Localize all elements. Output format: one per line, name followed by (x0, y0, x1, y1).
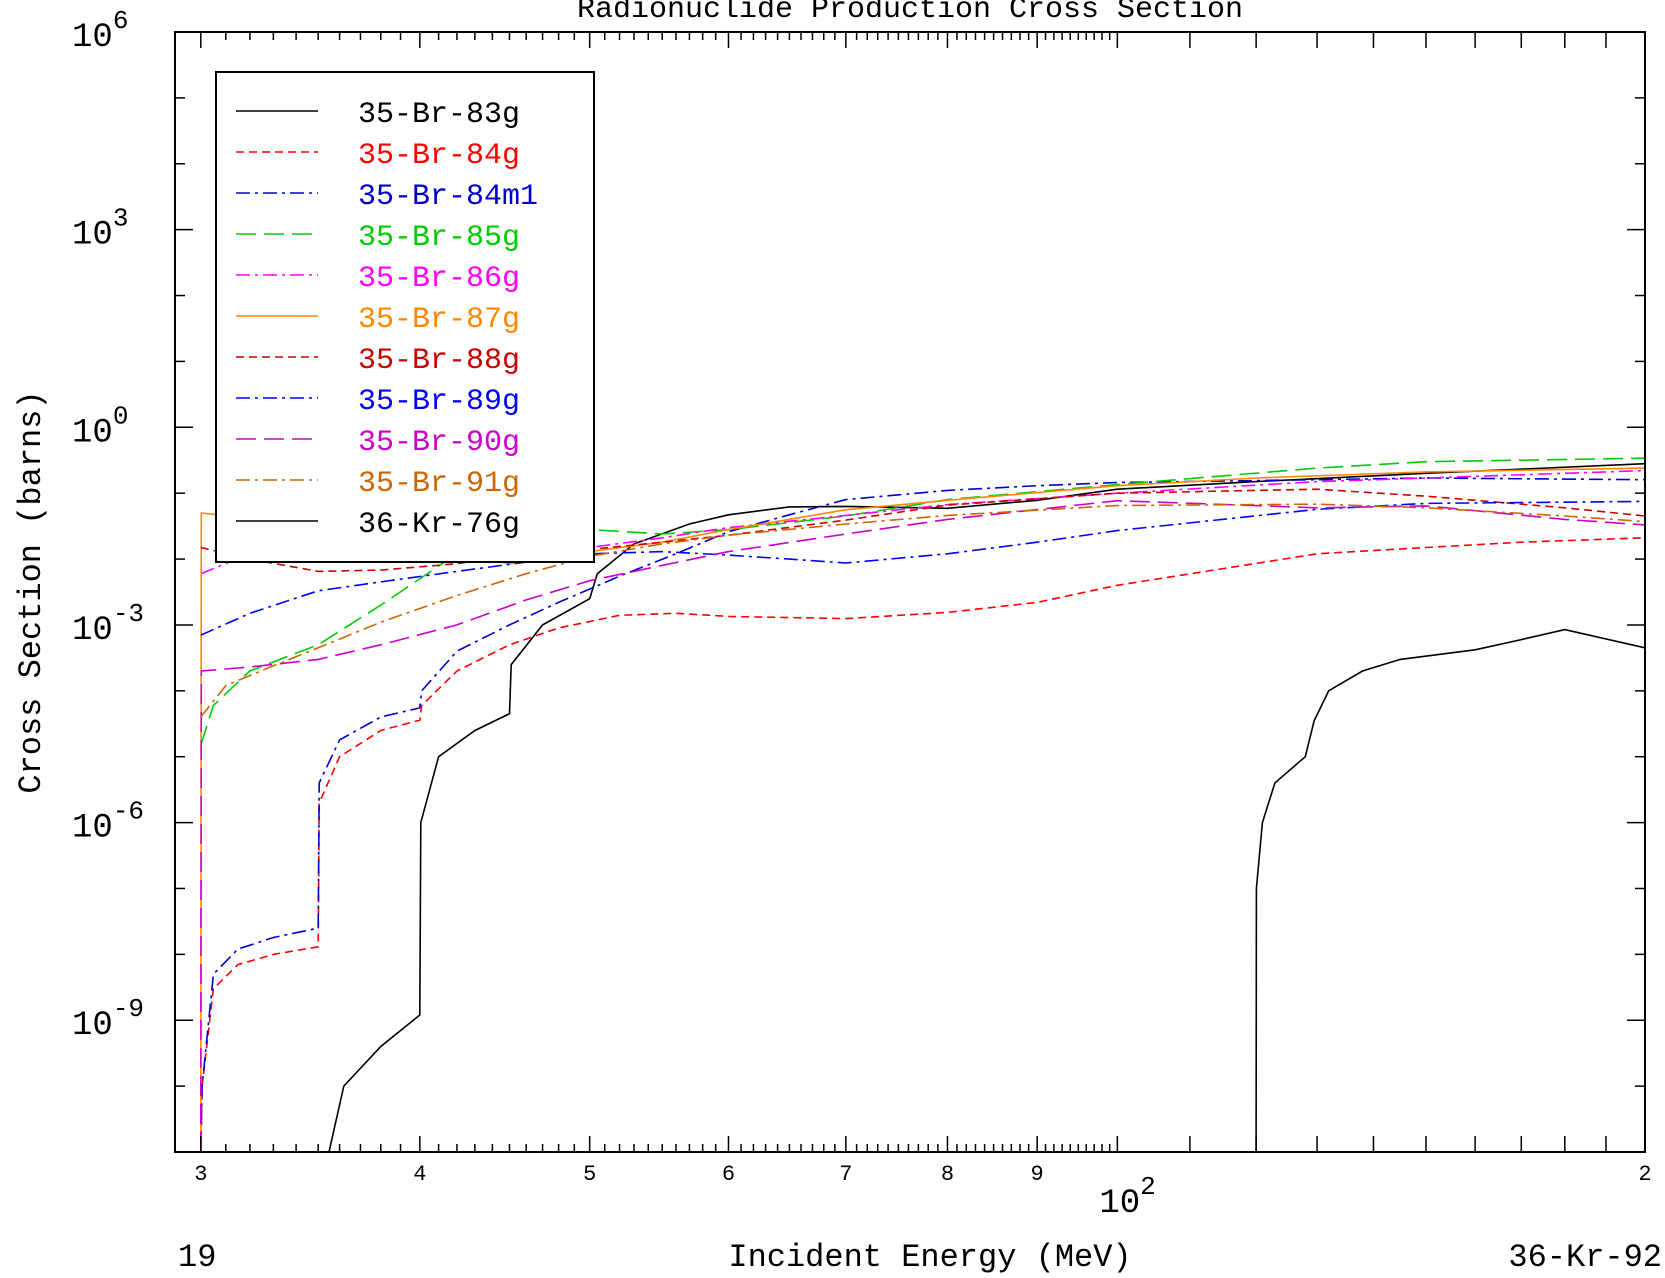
series-line-35-Br-88g (200, 488, 1645, 573)
series-line-35-Br-90g (200, 499, 1645, 1152)
x-axis-label: Incident Energy (MeV) (728, 1239, 1131, 1276)
x-tick-label: 9 (1031, 1162, 1044, 1187)
chart-title: Radionuclide Production Cross Section (577, 0, 1243, 27)
legend-label: 35-Br-86g (358, 262, 520, 296)
y-axis-label: Cross Section (barns) (13, 390, 50, 793)
y-tick-label: 100 (72, 401, 128, 452)
footer-left-text: 19 (178, 1239, 216, 1276)
y-tick-label: 10-3 (72, 599, 144, 650)
legend-label: 36-Kr-76g (358, 508, 520, 542)
legend-label: 35-Br-84g (358, 139, 520, 173)
x-tick-label: 6 (722, 1162, 735, 1187)
series-line-35-Br-87g (200, 467, 1645, 1152)
series-line-35-Br-83g (328, 462, 1645, 1152)
legend-label: 35-Br-89g (358, 385, 520, 419)
legend-label: 35-Br-90g (358, 426, 520, 460)
legend-label: 35-Br-84m1 (358, 180, 538, 214)
series-line-35-Br-91g (200, 503, 1645, 718)
x-axis: 3 4 5 6 7 8 9 2 102 (194, 32, 1652, 1223)
legend-label: 35-Br-91g (358, 467, 520, 501)
legend-label: 35-Br-85g (358, 221, 520, 255)
y-tick-label: 10-6 (72, 797, 144, 848)
plot-frame (174, 31, 1646, 1153)
x-tick-label: 5 (583, 1162, 596, 1187)
legend-box (215, 71, 595, 563)
y-tick-label: 106 (72, 6, 128, 57)
y-tick-label: 10-9 (72, 994, 144, 1045)
series-line-35-Br-84g (200, 537, 1645, 1152)
legend-label: 35-Br-87g (358, 303, 520, 337)
series-line-35-Br-89g (200, 500, 1645, 636)
x-decade-label: 102 (1099, 1172, 1155, 1223)
legend-label: 35-Br-83g (358, 98, 520, 132)
legend-items: 35-Br-83g 35-Br-84g 35-Br-84m1 35-Br-85g 35-… (236, 98, 538, 542)
y-axis: 10-9 10-6 10-3 100 103 106 (72, 6, 1645, 1153)
legend-label: 35-Br-88g (358, 344, 520, 378)
y-tick-label: 103 (72, 204, 128, 255)
series-line-35-Br-84m1 (200, 477, 1645, 1152)
x-tick-label: 4 (413, 1162, 426, 1187)
legend: 35-Br-83g 35-Br-84g 35-Br-84m1 35-Br-85g 35-… (215, 71, 595, 563)
x-tick-label: 3 (194, 1162, 207, 1187)
x-tick-label: 7 (839, 1162, 852, 1187)
x-tick-label: 2 (1638, 1162, 1651, 1187)
x-tick-label: 8 (941, 1162, 954, 1187)
series-line-36-Kr-76g (1255, 628, 1645, 1152)
footer-right-text: 36-Kr-92 (1508, 1239, 1662, 1276)
